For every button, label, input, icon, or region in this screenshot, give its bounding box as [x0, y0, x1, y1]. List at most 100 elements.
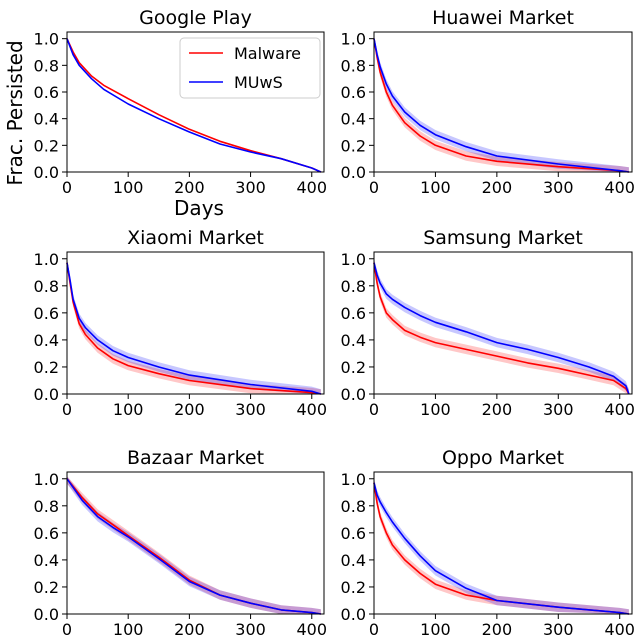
x-tick-label-oppo-market: 200	[482, 620, 513, 636]
x-tick-label-xiaomi-market: 300	[235, 400, 266, 419]
panel-title-xiaomi-market: Xiaomi Market	[127, 227, 264, 249]
series-line-huawei-market-muws	[373, 38, 630, 173]
y-tick-label-google-play: 0.2	[34, 136, 59, 155]
y-tick-label-google-play: 1.0	[34, 30, 59, 49]
x-tick-label-huawei-market: 300	[543, 178, 574, 197]
y-tick-label-huawei-market: 0.0	[341, 163, 366, 182]
x-tick-label-oppo-market: 100	[420, 620, 451, 636]
x-axis-label: Days	[174, 196, 224, 220]
y-tick-label-bazaar-market: 0.8	[34, 497, 59, 516]
y-tick-label-samsung-market: 0.8	[341, 277, 366, 296]
y-tick-label-bazaar-market: 0.0	[34, 605, 59, 624]
series-line-oppo-market-muws	[373, 482, 630, 615]
y-tick-label-google-play: 0.6	[34, 83, 59, 102]
x-tick-label-huawei-market: 0	[369, 178, 379, 197]
x-tick-label-google-play: 200	[174, 178, 205, 197]
legend: Malware MUwS	[179, 37, 321, 99]
x-tick-label-huawei-market: 400	[604, 178, 635, 197]
band-bazaar-market-malware	[67, 476, 321, 614]
band-bazaar-market-muws	[67, 476, 321, 614]
panel-bazaar-market: 0 100 200 300 400 0.0 0.2 0.4 0.6 0.8 1.0 Bazaar Ma…	[34, 447, 327, 636]
panel-title-oppo-market: Oppo Market	[442, 447, 564, 469]
panels: 0 100 200 300 400 0.0 0.2 0.4 0.6 0.8 1.0 Google Pl…	[34, 7, 635, 636]
y-tick-label-bazaar-market: 1.0	[34, 470, 59, 489]
x-tick-label-samsung-market: 0	[369, 400, 379, 419]
y-tick-label-huawei-market: 0.2	[341, 136, 366, 155]
plot-area-huawei-market	[374, 32, 632, 172]
x-tick-label-huawei-market: 100	[420, 178, 451, 197]
plot-frame-oppo-market	[373, 471, 633, 615]
plot-area-samsung-market	[374, 252, 632, 394]
x-tick-label-samsung-market: 200	[482, 400, 513, 419]
y-tick-label-oppo-market: 0.6	[341, 524, 366, 543]
y-tick-label-xiaomi-market: 0.2	[34, 358, 59, 377]
panel-title-samsung-market: Samsung Market	[423, 227, 583, 249]
band-huawei-market-muws	[374, 36, 629, 172]
series-line-xiaomi-market-muws	[66, 262, 322, 395]
y-tick-label-oppo-market: 1.0	[341, 470, 366, 489]
y-tick-label-oppo-market: 0.4	[341, 551, 366, 570]
series-line-google-play-muws	[66, 38, 322, 173]
y-tick-label-huawei-market: 1.0	[341, 30, 366, 49]
y-tick-label-xiaomi-market: 0.6	[34, 304, 59, 323]
x-tick-label-bazaar-market: 0	[62, 620, 72, 636]
x-tick-label-google-play: 300	[235, 178, 266, 197]
x-tick-label-google-play: 400	[296, 178, 327, 197]
y-tick-label-xiaomi-market: 0.4	[34, 331, 59, 350]
y-tick-label-samsung-market: 1.0	[341, 250, 366, 269]
y-tick-label-xiaomi-market: 0.8	[34, 277, 59, 296]
x-tick-label-xiaomi-market: 100	[113, 400, 144, 419]
y-tick-label-oppo-market: 0.8	[341, 497, 366, 516]
x-tick-label-bazaar-market: 300	[235, 620, 266, 636]
x-tick-label-bazaar-market: 400	[296, 620, 327, 636]
y-tick-label-samsung-market: 0.6	[341, 304, 366, 323]
plot-area-oppo-market	[374, 472, 632, 614]
x-tick-label-google-play: 100	[113, 178, 144, 197]
series-line-huawei-market-malware	[373, 38, 630, 173]
plot-frame-google-play	[66, 31, 325, 173]
legend-label-muws: MUwS	[234, 73, 283, 92]
y-tick-label-oppo-market: 0.2	[341, 578, 366, 597]
y-tick-label-google-play: 0.0	[34, 163, 59, 182]
x-tick-label-xiaomi-market: 400	[296, 400, 327, 419]
panel-huawei-market: 0 100 200 300 400 0.0 0.2 0.4 0.6 0.8 1.0 Huawei Ma…	[341, 7, 635, 197]
series-line-xiaomi-market-malware	[66, 262, 322, 395]
x-tick-label-bazaar-market: 100	[113, 620, 144, 636]
series-line-bazaar-market-muws	[66, 478, 322, 615]
y-tick-label-bazaar-market: 0.2	[34, 578, 59, 597]
x-tick-label-huawei-market: 200	[482, 178, 513, 197]
y-tick-label-bazaar-market: 0.4	[34, 551, 59, 570]
x-tick-label-xiaomi-market: 0	[62, 400, 72, 419]
y-tick-label-google-play: 0.8	[34, 56, 59, 75]
panel-title-huawei-market: Huawei Market	[432, 7, 574, 29]
panel-title-google-play: Google Play	[139, 7, 252, 29]
series-line-samsung-market-malware	[373, 262, 630, 395]
plot-area-xiaomi-market	[67, 252, 324, 394]
y-tick-label-samsung-market: 0.0	[341, 385, 366, 404]
band-xiaomi-market-muws	[67, 258, 321, 394]
series-line-samsung-market-muws	[373, 262, 630, 395]
panel-google-play: 0 100 200 300 400 0.0 0.2 0.4 0.6 0.8 1.0 Google Pl…	[34, 7, 327, 197]
y-tick-label-google-play: 0.4	[34, 110, 59, 129]
plot-frame-samsung-market	[373, 251, 633, 395]
y-tick-label-huawei-market: 0.4	[341, 110, 366, 129]
panel-oppo-market: 0 100 200 300 400 0.0 0.2 0.4 0.6 0.8 1.0 Oppo Mark…	[341, 447, 635, 636]
plot-frame-huawei-market	[373, 31, 633, 173]
y-tick-label-samsung-market: 0.4	[341, 331, 366, 350]
x-tick-label-oppo-market: 0	[369, 620, 379, 636]
y-tick-label-samsung-market: 0.2	[341, 358, 366, 377]
x-tick-label-oppo-market: 400	[604, 620, 635, 636]
plot-frame-bazaar-market	[66, 471, 325, 615]
x-tick-label-samsung-market: 100	[420, 400, 451, 419]
panel-xiaomi-market: 0 100 200 300 400 0.0 0.2 0.4 0.6 0.8 1.0 Xiaomi Ma…	[34, 227, 327, 419]
y-tick-label-xiaomi-market: 1.0	[34, 250, 59, 269]
plot-frame-xiaomi-market	[66, 251, 325, 395]
x-tick-label-xiaomi-market: 200	[174, 400, 205, 419]
y-tick-label-huawei-market: 0.8	[341, 56, 366, 75]
y-tick-label-huawei-market: 0.6	[341, 83, 366, 102]
x-tick-label-oppo-market: 300	[543, 620, 574, 636]
plot-area-bazaar-market	[67, 472, 324, 614]
y-tick-label-bazaar-market: 0.6	[34, 524, 59, 543]
x-tick-label-samsung-market: 300	[543, 400, 574, 419]
